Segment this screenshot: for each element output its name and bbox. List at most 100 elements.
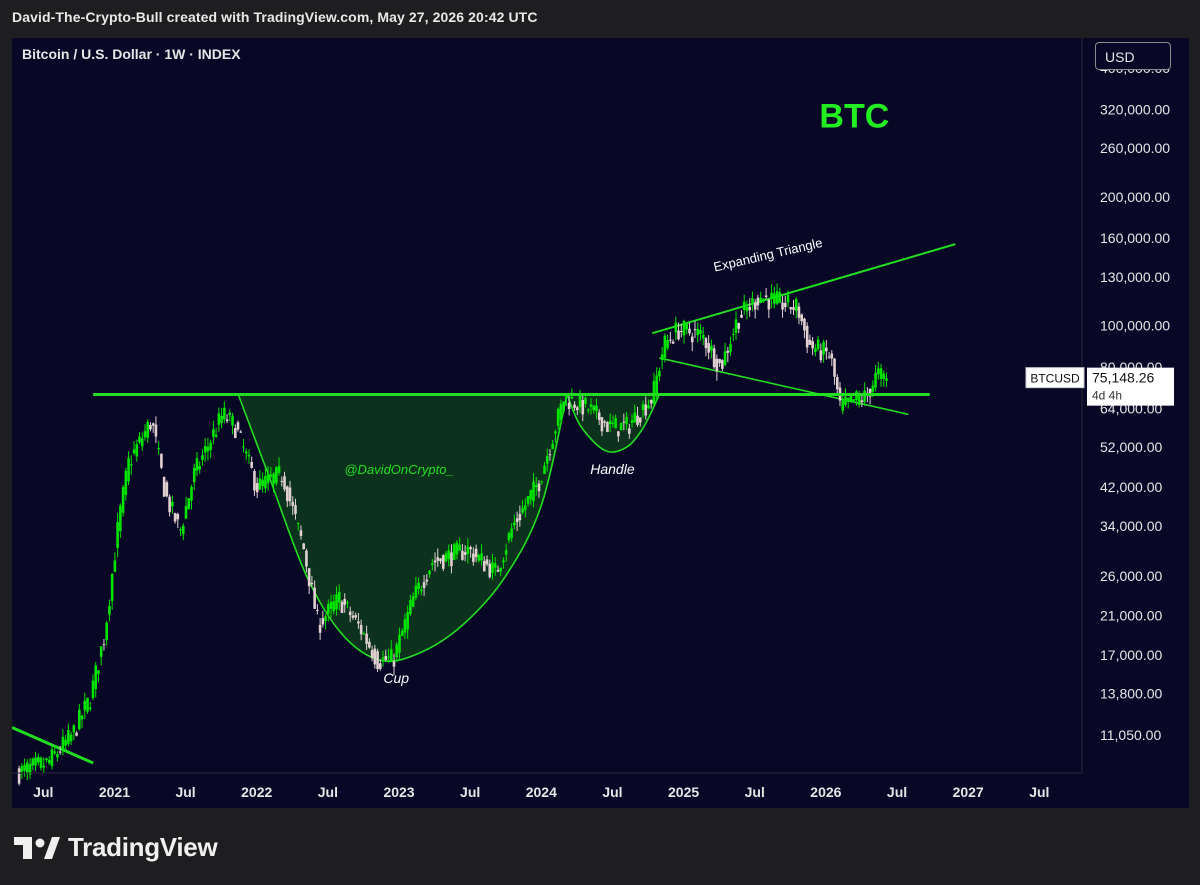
candle-body [721, 360, 724, 369]
price-tick-label: 11,050.00 [1100, 727, 1161, 743]
candle-body [540, 481, 544, 483]
cup-curve [237, 394, 568, 663]
cup-label: Cup [383, 670, 409, 686]
price-tick-label: 260,000.00 [1100, 140, 1170, 156]
candle-body [753, 302, 757, 310]
candle-body [740, 314, 743, 318]
candle-body [436, 557, 440, 561]
candle-body [833, 358, 836, 377]
candle-body [209, 442, 212, 451]
candle-body [663, 335, 667, 358]
candle-body [36, 757, 40, 763]
candle-body [819, 350, 823, 361]
symbol-title[interactable]: Bitcoin / U.S. Dollar · 1W · INDEX [22, 46, 241, 62]
candle-body [822, 341, 825, 355]
candle-body [348, 611, 352, 616]
candle-body [255, 483, 259, 493]
candle-body [277, 466, 281, 473]
candle-body [767, 299, 771, 310]
candle-body [480, 553, 483, 561]
candle-body [381, 657, 385, 660]
candle-body [649, 399, 653, 404]
candle-body [444, 553, 448, 562]
candle-body [652, 380, 656, 405]
candle-body [805, 325, 809, 348]
candle-body [685, 323, 689, 330]
triangle-lower-line [659, 357, 909, 416]
candle-body [477, 554, 481, 561]
btc-label: BTC [819, 98, 889, 136]
candle-body [212, 429, 215, 437]
candle-body [770, 292, 773, 299]
candle-body [195, 458, 199, 471]
chart-area[interactable]: 400,000.00320,000.00260,000.00200,000.00… [12, 38, 1189, 808]
candle-body [135, 444, 139, 457]
candles-layer [17, 283, 888, 786]
candle-body [78, 709, 81, 730]
candle-body [463, 552, 467, 555]
candle-body [606, 422, 609, 432]
candle-body [852, 399, 855, 402]
candle-body [485, 559, 489, 565]
candle-body [285, 486, 289, 502]
candle-body [578, 394, 582, 408]
candle-body [726, 350, 730, 353]
candle-body [794, 299, 798, 311]
candle-body [302, 543, 305, 550]
candle-body [20, 766, 24, 772]
candle-body [745, 306, 749, 312]
candle-body [524, 505, 527, 511]
candle-body [562, 401, 565, 412]
candle-body [762, 298, 765, 302]
candle-body [422, 582, 426, 588]
author-watermark: @DavidOnCrypto_ [344, 462, 453, 477]
price-tick-label: 160,000.00 [1100, 230, 1170, 246]
candle-body [710, 345, 713, 351]
candle-body [797, 306, 801, 318]
candle-body [816, 339, 820, 350]
candle-body [316, 609, 319, 611]
candle-body [751, 297, 754, 303]
candle-body [61, 736, 65, 750]
price-chart[interactable]: 400,000.00320,000.00260,000.00200,000.00… [12, 38, 1189, 808]
currency-button[interactable]: USD [1095, 42, 1171, 70]
candle-body [119, 505, 122, 532]
candle-body [860, 400, 864, 403]
candle-body [614, 417, 617, 429]
time-tick-label: 2026 [810, 784, 841, 800]
early-trend-line [12, 726, 94, 765]
candle-body [250, 462, 253, 468]
candle-body [160, 453, 163, 468]
candle-body [387, 656, 390, 658]
candle-body [877, 368, 880, 375]
candle-body [773, 293, 776, 304]
candle-body [688, 328, 691, 334]
candle-body [146, 421, 150, 438]
candle-body [778, 292, 782, 303]
candle-body [677, 330, 680, 340]
candle-body [589, 404, 593, 407]
candle-body [50, 749, 54, 767]
candle-body [567, 402, 571, 409]
candle-body [357, 621, 360, 624]
candle-body [707, 343, 710, 353]
candle-body [176, 513, 180, 520]
candle-body [420, 589, 423, 592]
candle-body [830, 353, 834, 359]
candle-body [206, 446, 210, 452]
candle-body [756, 297, 760, 306]
candle-body [491, 562, 494, 573]
candle-body [693, 329, 697, 331]
candle-body [586, 409, 590, 411]
candle-body [660, 354, 664, 361]
candle-body [510, 528, 513, 539]
candle-body [162, 477, 166, 497]
candle-body [811, 341, 814, 349]
candle-body [499, 567, 503, 572]
candle-body [704, 338, 708, 349]
candle-body [731, 333, 735, 335]
candle-body [168, 496, 171, 513]
candle-body [879, 368, 883, 379]
candle-body [17, 768, 21, 784]
candle-body [351, 615, 355, 618]
